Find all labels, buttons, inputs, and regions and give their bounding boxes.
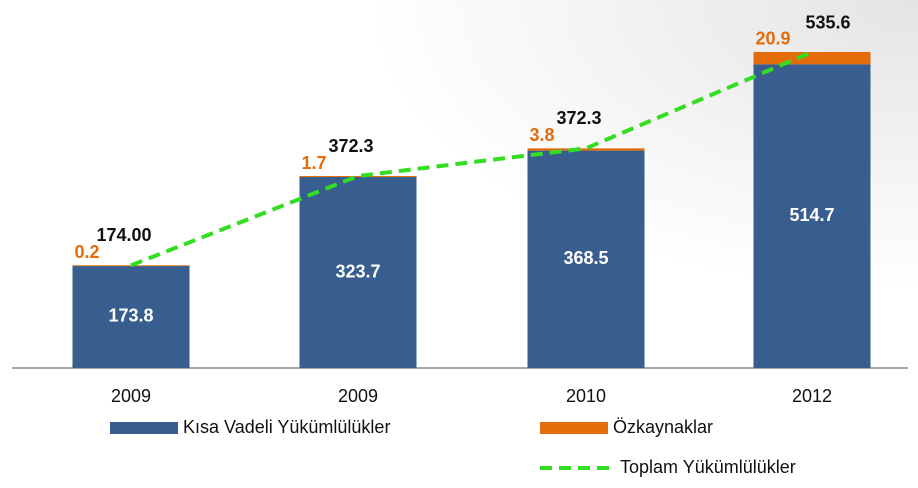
value-label: 514.7 bbox=[789, 205, 834, 225]
legend-label: Kısa Vadeli Yükümlülükler bbox=[183, 417, 390, 437]
x-tick-label: 2009 bbox=[338, 386, 378, 406]
value-label: 20.9 bbox=[756, 29, 791, 49]
x-tick-label: 2012 bbox=[792, 386, 832, 406]
bar-segment bbox=[527, 150, 645, 368]
legend-label: Toplam Yükümlülükler bbox=[620, 457, 796, 477]
total-label: 174.00 bbox=[96, 225, 151, 245]
legend-swatch bbox=[110, 422, 178, 434]
bar-segment bbox=[299, 176, 417, 178]
value-label: 173.8 bbox=[108, 305, 153, 325]
x-tick-label: 2010 bbox=[566, 386, 606, 406]
bar-segment bbox=[527, 148, 645, 151]
total-label: 372.3 bbox=[328, 136, 373, 156]
total-label: 535.6 bbox=[805, 13, 850, 33]
value-label: 323.7 bbox=[335, 261, 380, 281]
value-label: 0.2 bbox=[75, 242, 100, 262]
bar-segment bbox=[72, 265, 190, 368]
x-tick-label: 2009 bbox=[111, 386, 151, 406]
bar-segment bbox=[299, 177, 417, 368]
legend-label: Özkaynaklar bbox=[613, 417, 713, 437]
bar-segment bbox=[753, 51, 871, 65]
legend-swatch bbox=[540, 422, 608, 434]
value-label: 368.5 bbox=[563, 248, 608, 268]
value-label: 1.7 bbox=[302, 153, 327, 173]
bar-segment bbox=[753, 64, 871, 369]
bar-segment bbox=[72, 265, 190, 267]
total-label: 372.3 bbox=[556, 108, 601, 128]
total-line bbox=[130, 50, 813, 268]
value-label: 3.8 bbox=[530, 125, 555, 145]
